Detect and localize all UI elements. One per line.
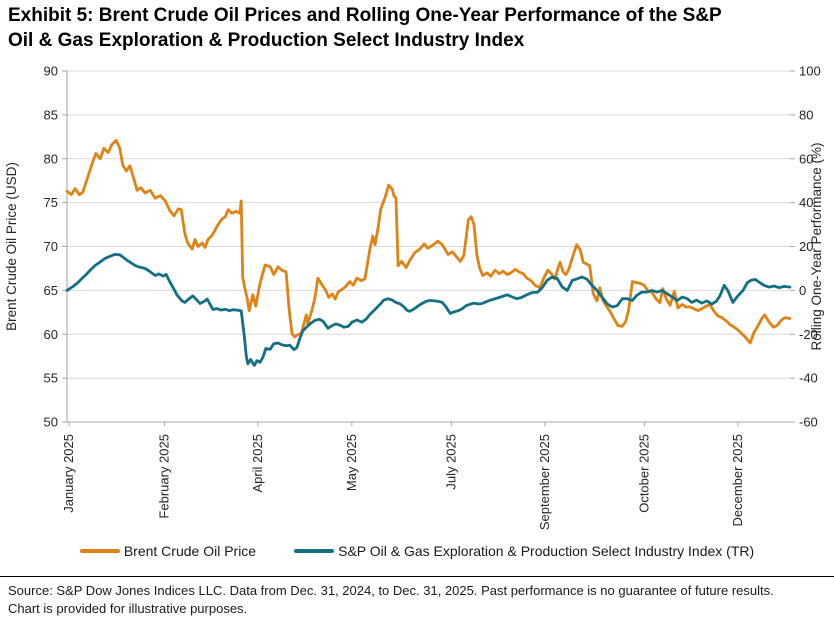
title-line-2: Oil & Gas Exploration & Production Selec… (8, 29, 525, 51)
y-axis-label-left: 90 (44, 64, 58, 79)
legend-item-brent: Brent Crude Oil Price (79, 543, 257, 559)
y-axis-label-right: -40 (799, 371, 818, 386)
x-axis-label: July 2025 (444, 434, 459, 490)
y-axis-label-left: 85 (44, 107, 58, 122)
y-axis-label-right: -60 (799, 415, 818, 430)
y-axis-label-right: 20 (799, 239, 813, 254)
y-axis-label-left: 65 (44, 283, 58, 298)
y-axis-label-left: 50 (44, 415, 58, 430)
y-axis-label-right: 80 (799, 107, 813, 122)
y-axis-label-right: -20 (799, 327, 818, 342)
y-axis-label-left: 55 (44, 371, 58, 386)
y-axis-label-left: 80 (44, 151, 58, 166)
y-axis-label-left: 75 (44, 195, 58, 210)
page-title: Exhibit 5: Brent Crude Oil Prices and Ro… (8, 4, 830, 53)
y-axis-label-right: 0 (799, 283, 806, 298)
right-axis-title: Rolling One-Year Performance (%) (809, 142, 824, 350)
y-axis-label-left: 70 (44, 239, 58, 254)
x-axis-label: September 2025 (537, 434, 552, 530)
x-axis-label: May 2025 (344, 434, 359, 491)
y-axis-label-right: 40 (799, 195, 813, 210)
source-note: Source: S&P Dow Jones Indices LLC. Data … (8, 583, 774, 616)
spsiop-line-swatch-icon (294, 549, 335, 553)
x-axis-label: April 2025 (250, 434, 265, 493)
y-axis-label-right: 60 (799, 151, 813, 166)
x-axis-label: December 2025 (730, 434, 745, 527)
chart-legend: Brent Crude Oil Price S&P Oil & Gas Expl… (0, 543, 834, 559)
footer-divider (0, 576, 834, 577)
legend-label-brent: Brent Crude Oil Price (123, 543, 257, 559)
legend-item-spsiop: S&P Oil & Gas Exploration & Production S… (294, 543, 754, 559)
x-axis-label: January 2025 (61, 434, 76, 513)
x-axis-label: October 2025 (637, 434, 652, 513)
title-line-1: Exhibit 5: Brent Crude Oil Prices and Ro… (8, 5, 722, 26)
brent-line (65, 138, 792, 345)
legend-label-spsiop: S&P Oil & Gas Exploration & Production S… (338, 543, 755, 559)
spsiop-line (65, 252, 792, 367)
left-axis-title: Brent Crude Oil Price (USD) (4, 162, 19, 331)
y-axis-label-right: 100 (799, 64, 821, 79)
brent-line-swatch-icon (79, 549, 120, 553)
x-axis-label: February 2025 (157, 434, 172, 519)
y-axis-label-left: 60 (44, 327, 58, 342)
